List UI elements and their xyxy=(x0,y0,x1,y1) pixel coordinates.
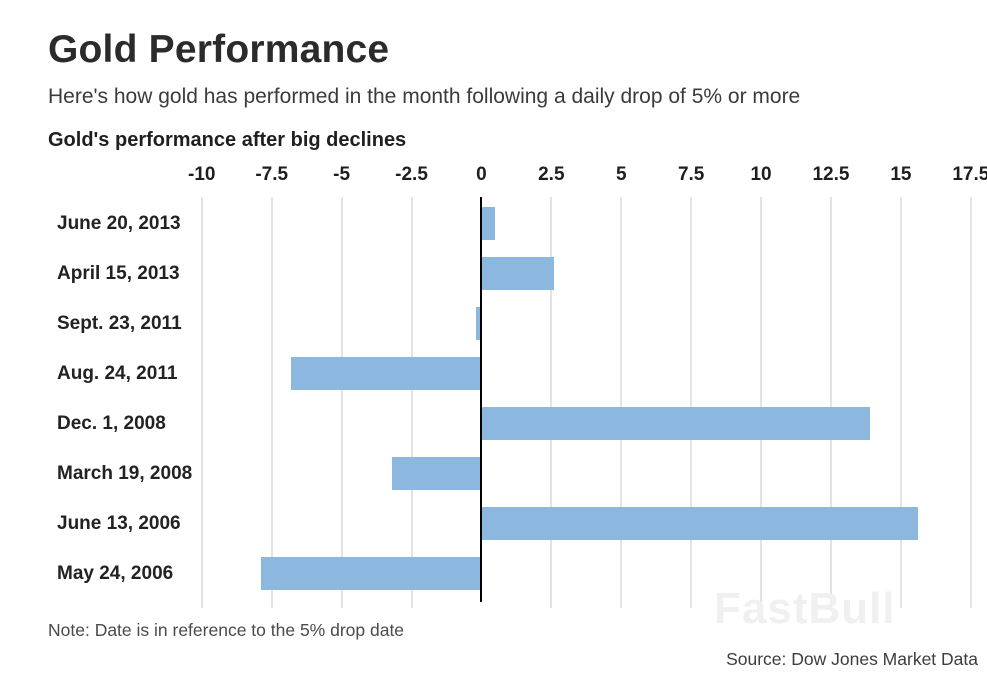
category-label: June 20, 2013 xyxy=(57,212,181,234)
gridline xyxy=(340,197,343,608)
page-title: Gold Performance xyxy=(48,28,390,71)
chart-source: Source: Dow Jones Market Data xyxy=(726,649,978,669)
bar xyxy=(481,406,871,440)
gridline xyxy=(899,197,902,608)
gridline xyxy=(690,197,693,608)
x-tick-label: 15 xyxy=(890,164,912,185)
bar xyxy=(475,306,482,340)
fastbull-watermark: FastBull xyxy=(714,584,896,633)
gridline xyxy=(829,197,832,608)
x-tick-label: 10 xyxy=(750,164,772,185)
gridline xyxy=(760,197,763,608)
gridline xyxy=(550,197,553,608)
category-label: March 19, 2008 xyxy=(57,462,193,484)
x-tick-label: -10 xyxy=(188,164,216,185)
gridline xyxy=(270,197,273,608)
bar xyxy=(260,556,482,590)
x-tick-label: 5 xyxy=(615,164,627,185)
x-tick-label: 7.5 xyxy=(677,164,705,185)
bar xyxy=(481,206,496,240)
gridline xyxy=(410,197,413,608)
zero-axis-line xyxy=(480,197,483,602)
category-label: Aug. 24, 2011 xyxy=(57,362,178,384)
category-label: April 15, 2013 xyxy=(57,262,180,284)
chart-title: Gold's performance after big declines xyxy=(48,129,407,151)
category-label: June 13, 2006 xyxy=(57,512,181,534)
category-label: Sept. 23, 2011 xyxy=(57,312,182,334)
x-tick-label: 0 xyxy=(476,164,487,185)
gridline xyxy=(969,197,972,608)
category-label: Dec. 1, 2008 xyxy=(57,412,166,434)
x-tick-label: -7.5 xyxy=(255,164,289,185)
x-tick-label: -5 xyxy=(333,164,351,185)
x-tick-label: 12.5 xyxy=(812,164,850,185)
gridline xyxy=(200,197,203,608)
gridline xyxy=(620,197,623,608)
bar xyxy=(481,506,918,540)
bar xyxy=(291,356,482,390)
bar xyxy=(481,256,555,290)
chart-note: Note: Date is in reference to the 5% dro… xyxy=(48,620,405,640)
x-tick-label: 17.5 xyxy=(952,164,987,185)
category-label: May 24, 2006 xyxy=(57,562,174,584)
x-tick-label: 2.5 xyxy=(538,164,565,185)
bar xyxy=(391,456,482,490)
page-subtitle: Here's how gold has performed in the mon… xyxy=(48,85,801,108)
x-tick-label: -2.5 xyxy=(395,164,428,185)
